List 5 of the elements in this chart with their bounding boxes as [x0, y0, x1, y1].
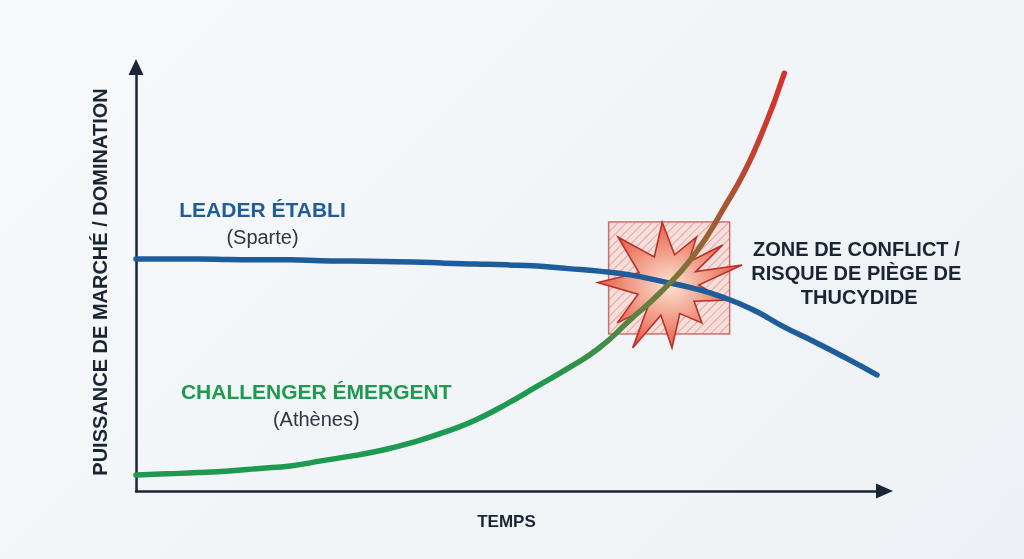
series-label: LEADER ÉTABLI (Sparte): [179, 198, 346, 248]
annotation: ZONE DE CONFLICT / RISQUE DE PIÈGE DE THUCYDIDE: [751, 237, 967, 308]
series-label: CHALLENGER ÉMERGENT (Athènes): [180, 380, 452, 430]
y-axis-title: PUISSANCE DE MARCHÉ / DOMINATION: [89, 88, 111, 476]
x-axis-title: TEMPS: [477, 512, 536, 531]
